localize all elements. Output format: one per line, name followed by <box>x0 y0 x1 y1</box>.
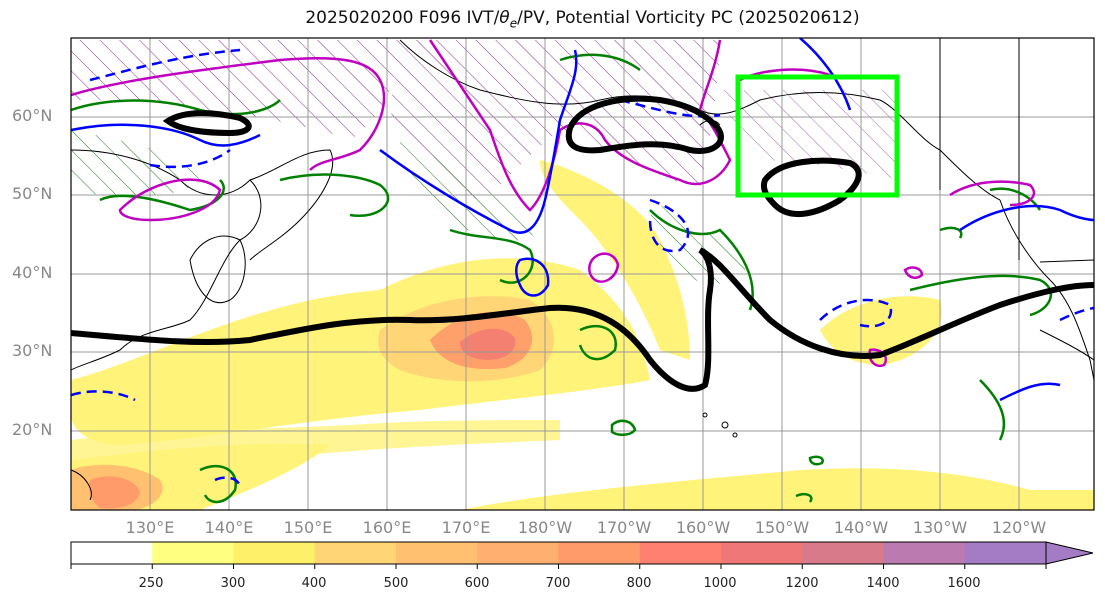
lon-label-140e: 140°E <box>204 518 254 537</box>
colorbar <box>70 541 1094 569</box>
colorbar-segment <box>396 542 478 564</box>
colorbar-segment <box>639 542 722 564</box>
lon-label-160w: 160°W <box>675 518 731 537</box>
lat-label-20: 20°N <box>12 420 53 439</box>
chart-title: 2025020200 F096 IVT/θe/PV, Potential Vor… <box>0 8 1105 30</box>
colorbar-segment <box>721 542 803 564</box>
colorbar-segment <box>314 542 397 564</box>
colorbar-extend-arrow <box>1045 541 1094 565</box>
lon-label-150e: 150°E <box>283 518 333 537</box>
colorbar-tick-label: 500 <box>383 576 409 591</box>
colorbar-segment <box>152 542 234 564</box>
colorbar-tick-label: 800 <box>626 576 652 591</box>
colorbar-segment <box>964 542 1047 564</box>
lon-label-170e: 170°E <box>441 518 491 537</box>
lon-label-120w: 120°W <box>991 518 1047 537</box>
colorbar-segment <box>71 542 153 564</box>
ivt-shading <box>71 160 1094 510</box>
colorbar-tick-label: 400 <box>301 576 327 591</box>
title-suffix: /PV, Potential Vorticity PC (2025020612) <box>517 8 860 28</box>
colorbar-segment <box>802 542 884 564</box>
focus-region-box <box>735 74 900 198</box>
lat-label-40: 40°N <box>12 263 53 282</box>
graticule <box>71 38 1094 510</box>
colorbar-segment <box>558 542 641 564</box>
colorbar-tick-label: 300 <box>220 576 246 591</box>
lon-label-140w: 140°W <box>833 518 889 537</box>
colorbar-tick-label: 600 <box>464 576 490 591</box>
lat-label-30: 30°N <box>12 341 53 360</box>
lon-label-130e: 130°E <box>125 518 175 537</box>
lat-label-60: 60°N <box>12 106 53 125</box>
lon-label-180w: 180°W <box>517 518 573 537</box>
colorbar-segment <box>883 542 966 564</box>
map-layers <box>71 38 1094 510</box>
title-theta-sub: e <box>509 16 518 31</box>
title-prefix: 2025020200 F096 IVT/ <box>305 8 500 28</box>
black-pv-contours <box>71 95 1094 392</box>
colorbar-tick-label: 1200 <box>785 576 819 591</box>
coastlines <box>71 38 1094 501</box>
colorbar-tick-label: 1600 <box>947 576 981 591</box>
blue-contours <box>71 38 1094 402</box>
map-frame <box>70 37 1095 511</box>
colorbar-segment <box>477 542 559 564</box>
lon-label-150w: 150°W <box>754 518 810 537</box>
colorbar-segment <box>233 542 316 564</box>
lon-label-170w: 170°W <box>596 518 652 537</box>
colorbar-tick-label: 1000 <box>703 576 737 591</box>
lon-label-160e: 160°E <box>362 518 412 537</box>
lat-label-50: 50°N <box>12 184 53 203</box>
colorbar-tick-label: 1400 <box>866 576 900 591</box>
lon-label-130w: 130°W <box>912 518 968 537</box>
colorbar-tick-label: 700 <box>545 576 571 591</box>
colorbar-tick-label: 250 <box>138 576 164 591</box>
title-theta: θ <box>499 8 510 28</box>
